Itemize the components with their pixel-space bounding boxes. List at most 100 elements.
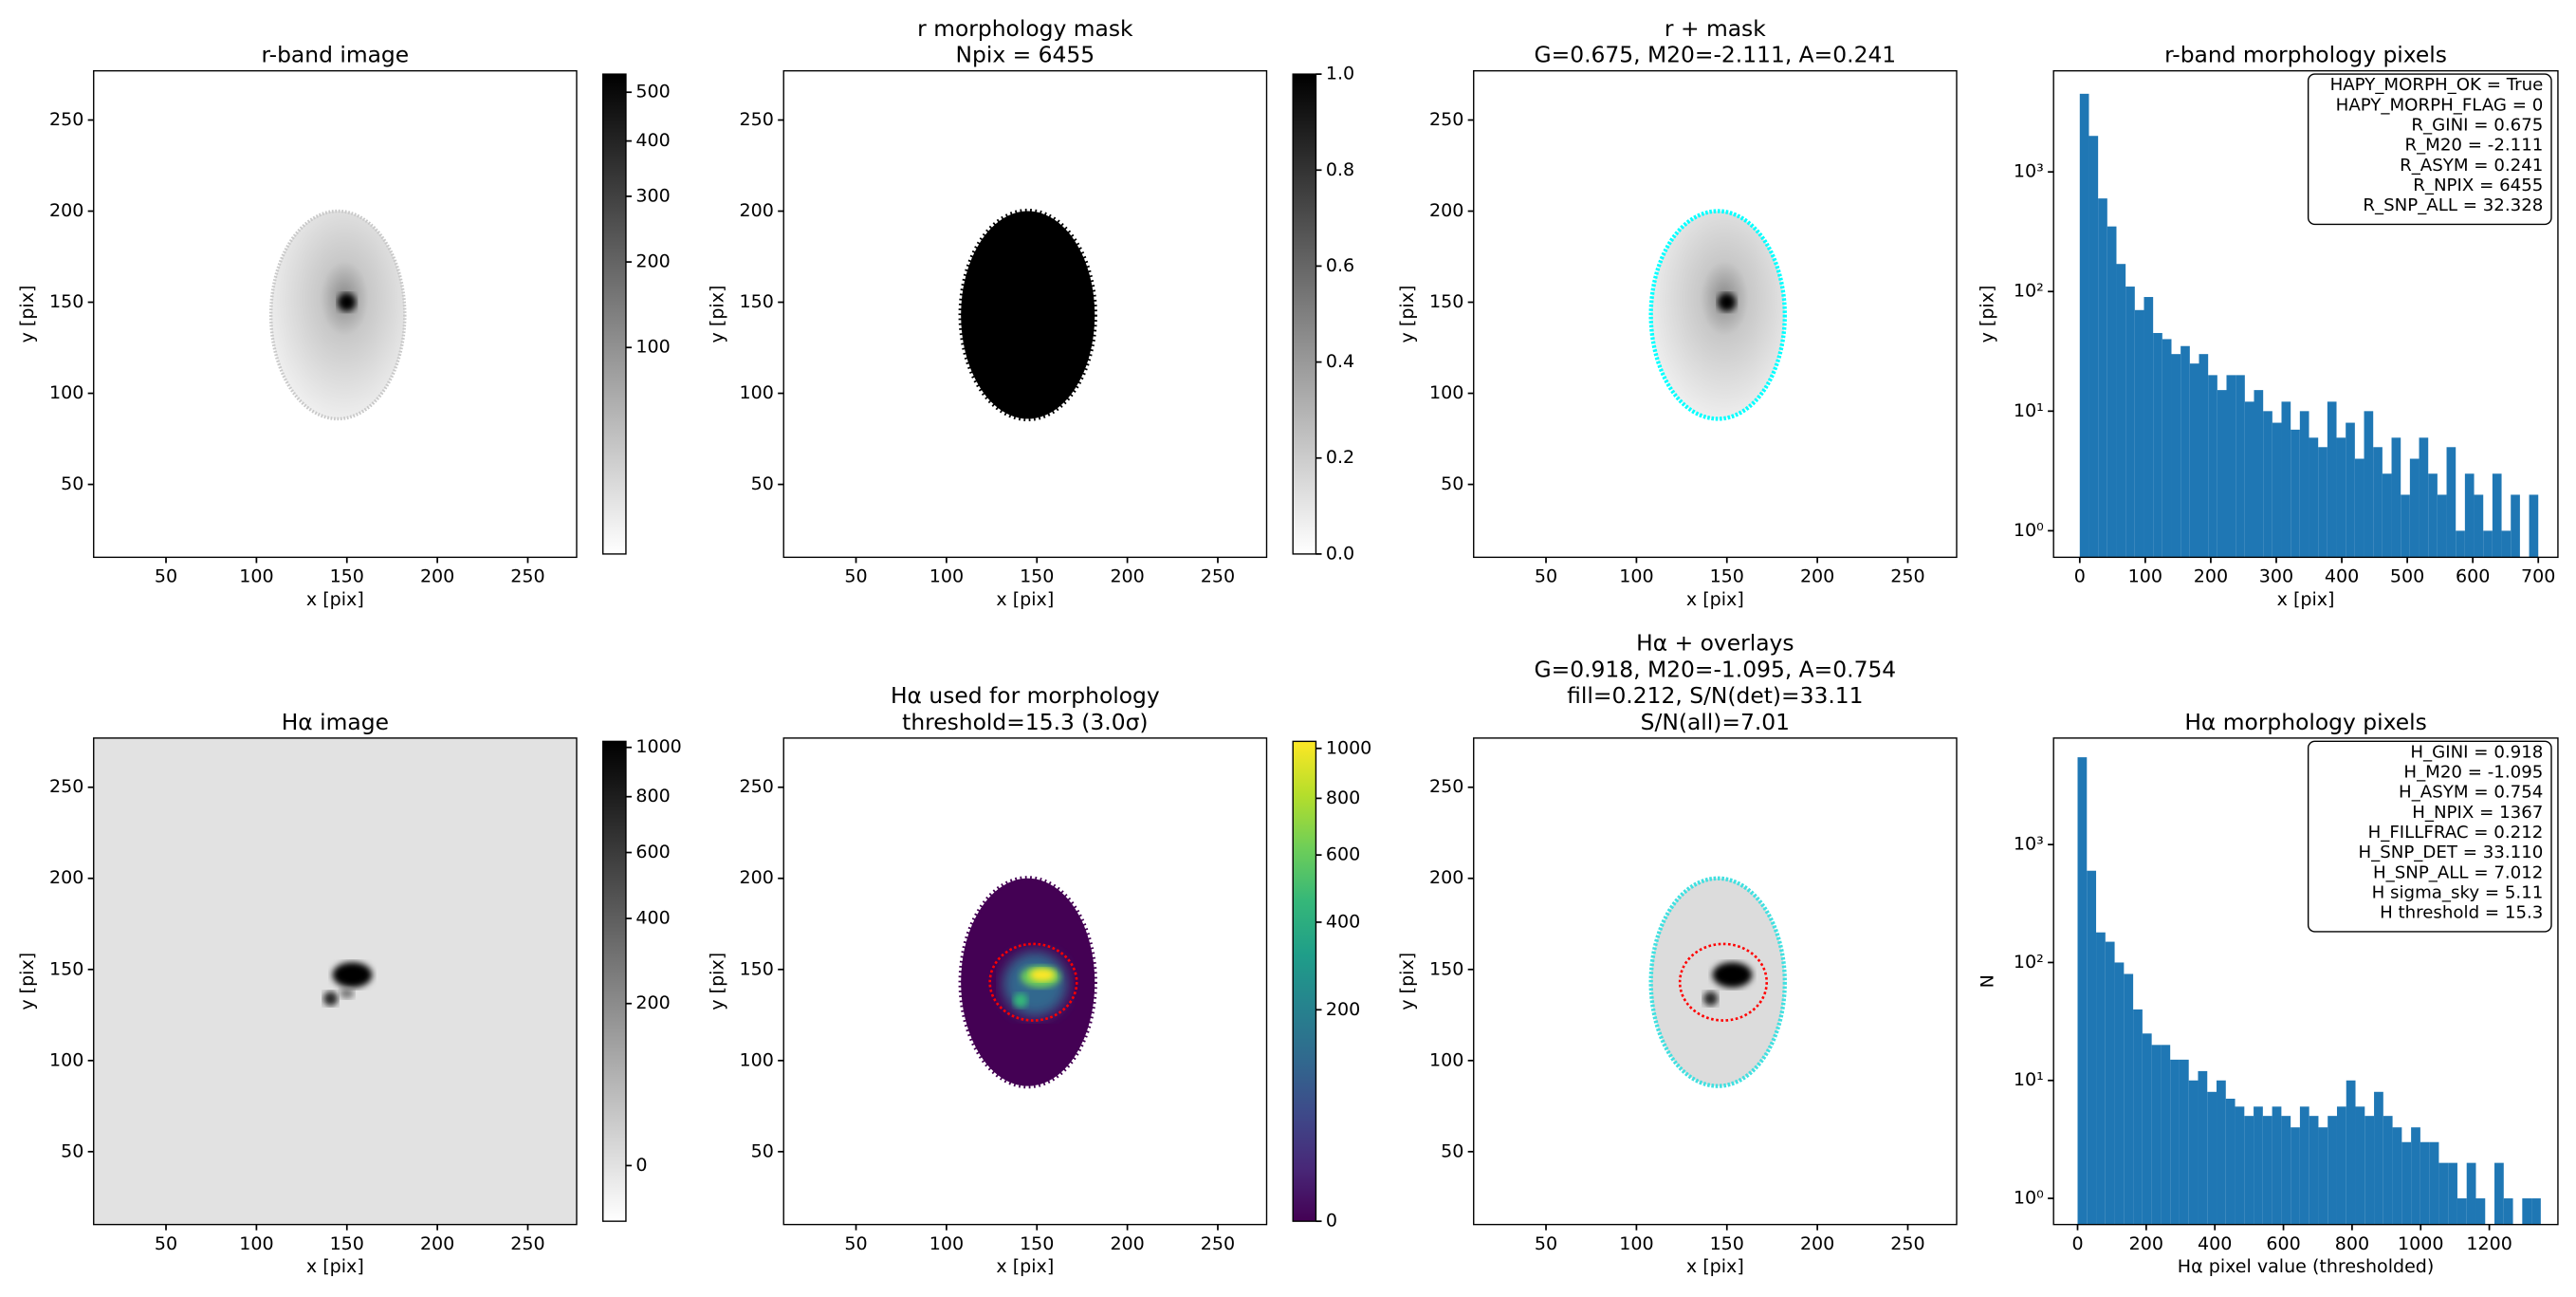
- image-feature: [1678, 942, 1769, 1022]
- hist-bar: [2188, 1080, 2199, 1225]
- annotation-box: [2307, 740, 2552, 933]
- colorbar-tick-label: 0: [635, 1155, 647, 1176]
- y-axis-label: y [pix]: [1977, 286, 1997, 343]
- y-tick-label: 150: [1429, 291, 1463, 312]
- hist-bar: [2244, 401, 2254, 558]
- hist-bar: [2208, 375, 2217, 558]
- hist-bar: [2107, 226, 2117, 558]
- hist-bar: [2124, 973, 2134, 1225]
- y-tick-label: 100: [739, 382, 773, 403]
- hist-bar: [2291, 429, 2300, 558]
- hist-bar: [2105, 941, 2115, 1225]
- hist-bar: [2217, 390, 2227, 558]
- x-tick-label: 100: [239, 1233, 273, 1254]
- x-tick-label: 0: [2074, 566, 2086, 587]
- colorbar-tick-label: 1000: [1326, 737, 1371, 758]
- y-tick-label: 10³: [2014, 834, 2044, 855]
- panel-title: threshold=15.3 (3.0σ): [902, 709, 1148, 735]
- x-tick-label: 0: [2071, 1233, 2083, 1254]
- x-axis-label: x [pix]: [1686, 589, 1744, 610]
- y-tick-label: 150: [1429, 958, 1463, 979]
- colorbar-tick-label: 0.8: [1326, 159, 1354, 180]
- x-axis-label: x [pix]: [996, 1256, 1054, 1277]
- y-axis-label: y [pix]: [17, 953, 38, 1010]
- hist-bar: [2383, 1116, 2393, 1225]
- panel-title: Npix = 6455: [956, 42, 1095, 68]
- hist-bar: [2446, 447, 2456, 558]
- x-tick-label: 400: [2325, 566, 2359, 587]
- hist-bar: [2291, 1127, 2300, 1225]
- panel-title: Hα image: [282, 709, 389, 735]
- hist-bar: [2438, 1162, 2449, 1225]
- x-tick-label: 300: [2259, 566, 2293, 587]
- x-tick-label: 100: [2128, 566, 2162, 587]
- hist-bar: [2225, 1098, 2236, 1225]
- colorbar-tick-label: 0.4: [1326, 351, 1354, 372]
- y-axis-label: y [pix]: [707, 953, 727, 1010]
- annotation-line: R_NPIX = 6455: [2413, 176, 2543, 195]
- axes-frame: [782, 737, 1268, 1226]
- hist-bar: [2189, 363, 2199, 558]
- y-tick-label: 10⁰: [2014, 1188, 2044, 1209]
- image-feature: [340, 987, 355, 999]
- colorbar-tick-label: 400: [1326, 911, 1360, 932]
- hist-bar: [2336, 437, 2346, 558]
- y-tick-label: 200: [49, 200, 83, 221]
- hist-bar: [2263, 411, 2272, 558]
- annotation-line: H_SNP_ALL = 7.012: [2373, 862, 2543, 882]
- panel-title: Hα morphology pixels: [2184, 709, 2426, 735]
- x-axis-label: x [pix]: [996, 589, 1054, 610]
- y-axis-label: y [pix]: [1397, 286, 1418, 343]
- colorbar-tick-label: 0.0: [1326, 543, 1354, 564]
- annotation-line: H_GINI = 0.918: [2410, 742, 2543, 762]
- y-tick-label: 200: [739, 200, 773, 221]
- hist-bar: [2464, 473, 2475, 558]
- x-tick-label: 50: [155, 566, 177, 587]
- hist-bar: [2401, 494, 2410, 558]
- hist-bar: [2327, 401, 2337, 558]
- hist-bar: [2354, 458, 2364, 558]
- x-tick-label: 250: [1890, 566, 1924, 587]
- y-tick-label: 50: [61, 473, 83, 494]
- x-tick-label: 50: [844, 1233, 867, 1254]
- hist-bar: [2364, 411, 2374, 558]
- x-tick-label: 250: [1201, 1233, 1235, 1254]
- x-tick-label: 150: [1020, 566, 1054, 587]
- y-tick-label: 10³: [2014, 161, 2044, 182]
- hist-bar: [2382, 473, 2392, 558]
- x-tick-label: 100: [1619, 566, 1653, 587]
- x-axis-label: x [pix]: [306, 1256, 364, 1277]
- image-feature: [1712, 962, 1753, 988]
- image: [1648, 209, 1787, 421]
- hist-bar: [2272, 422, 2282, 558]
- x-tick-label: 150: [1020, 1233, 1054, 1254]
- x-tick-label: 1200: [2466, 1233, 2512, 1254]
- x-tick-label: 200: [2129, 1233, 2163, 1254]
- hist-bar: [2144, 297, 2154, 558]
- y-tick-label: 250: [1429, 109, 1463, 130]
- image: [93, 737, 577, 1225]
- y-tick-label: 200: [49, 867, 83, 888]
- y-tick-label: 250: [49, 776, 83, 797]
- hist-bar: [2151, 1045, 2162, 1225]
- hist-bar: [2391, 437, 2401, 558]
- x-tick-label: 150: [330, 566, 364, 587]
- hist-bar: [2474, 494, 2484, 558]
- x-axis-label: x [pix]: [306, 589, 364, 610]
- hist-bar: [2161, 1045, 2171, 1225]
- y-tick-label: 100: [49, 1049, 83, 1070]
- y-tick-label: 100: [49, 382, 83, 403]
- hist-bar: [2281, 401, 2291, 558]
- hist-bar: [2437, 494, 2447, 558]
- colorbar: [602, 740, 627, 1222]
- hist-bar: [2235, 1106, 2245, 1225]
- panel-title: G=0.918, M20=-1.095, A=0.754: [1535, 656, 1897, 682]
- image-feature: [338, 292, 357, 312]
- colorbar-tick-label: 400: [635, 908, 670, 929]
- y-tick-label: 200: [1429, 867, 1463, 888]
- y-axis-label: y [pix]: [707, 286, 727, 343]
- y-tick-label: 10¹: [2014, 400, 2044, 421]
- x-tick-label: 200: [2194, 566, 2228, 587]
- annotation-line: H_FILLFRAC = 0.212: [2368, 823, 2544, 843]
- panel-title: r-band image: [262, 42, 410, 68]
